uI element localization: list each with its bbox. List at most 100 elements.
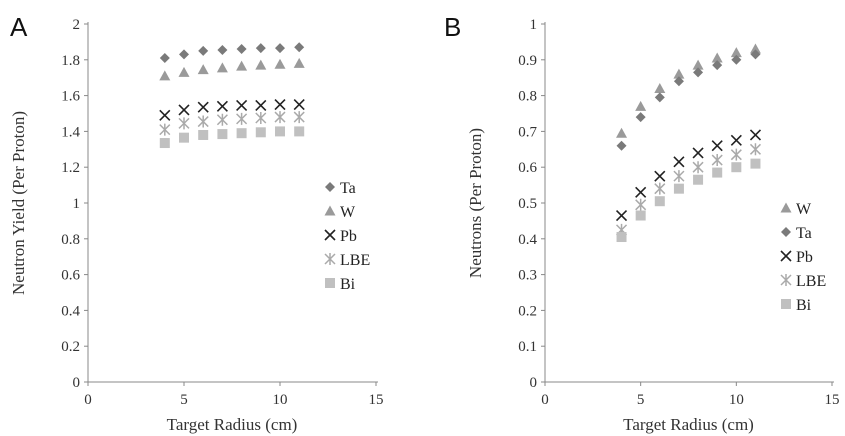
y-tick-label: 0.8 [61, 232, 80, 248]
data-point-bi [159, 138, 170, 149]
data-point-ta [255, 43, 266, 54]
legend-marker-bi [325, 278, 335, 288]
data-point-w [616, 127, 628, 138]
series-bi [616, 158, 761, 243]
data-point-pb [711, 140, 723, 152]
data-point-lbe [255, 111, 267, 124]
chart-panel-B: B00.10.20.30.40.50.60.70.80.910 5 10 15Targ… [444, 12, 840, 434]
y-tick-label: 0.8 [518, 89, 537, 105]
data-point-pb [730, 134, 742, 146]
data-point-lbe [730, 148, 742, 161]
data-point-ta [750, 49, 761, 60]
data-point-bi [712, 167, 723, 178]
panel-label: A [10, 12, 28, 42]
data-point-lbe [749, 143, 761, 156]
series-bi [159, 126, 305, 149]
data-point-lbe [216, 113, 228, 126]
legend-marker-pb [324, 229, 336, 241]
data-point-ta [236, 44, 247, 55]
data-point-w [673, 68, 685, 79]
data-point-w [635, 100, 647, 111]
series-w [159, 57, 305, 81]
data-point-bi [255, 127, 266, 138]
x-tick-label: 0 [541, 392, 549, 408]
data-point-bi [616, 232, 627, 243]
legend-label: W [340, 204, 356, 221]
y-tick-label: 0.6 [518, 160, 537, 176]
data-point-bi [294, 126, 305, 137]
data-point-ta [275, 43, 285, 54]
x-tick-label: 5 [637, 392, 645, 408]
legend-label: Pb [796, 249, 813, 266]
data-point-pb [635, 186, 647, 198]
series-ta [159, 42, 305, 64]
y-axis-title: Neutrons (Per Proton) [466, 128, 485, 278]
data-point-lbe [178, 117, 190, 130]
legend-marker-ta [325, 182, 335, 192]
legend-label: Pb [340, 228, 357, 245]
series-lbe [159, 111, 305, 136]
data-point-lbe [159, 123, 171, 136]
legend-marker-w [780, 202, 792, 213]
data-point-w [178, 66, 190, 77]
y-tick-label: 1.6 [61, 89, 80, 105]
x-tick-label: 10 [729, 392, 744, 408]
data-point-ta [294, 42, 305, 53]
data-point-w [197, 64, 209, 75]
legend-label: Bi [796, 297, 812, 314]
data-point-bi [217, 129, 228, 140]
y-tick-label: 1 [73, 196, 81, 212]
y-tick-label: 2 [73, 17, 81, 33]
y-tick-label: 0.2 [61, 339, 80, 355]
data-point-lbe [711, 154, 723, 167]
data-point-ta [179, 49, 189, 60]
legend-marker-bi [781, 299, 791, 309]
series-pb [159, 98, 305, 121]
data-point-lbe [293, 111, 305, 124]
data-point-ta [159, 53, 170, 64]
data-point-lbe [236, 112, 248, 125]
data-point-w [692, 59, 704, 70]
y-tick-label: 0.4 [518, 232, 537, 248]
y-tick-label: 0.6 [61, 268, 80, 284]
data-point-pb [274, 98, 286, 111]
data-point-pb [615, 209, 628, 222]
y-tick-label: 1.8 [61, 53, 80, 69]
x-axis-title: Target Radius (cm) [167, 415, 298, 434]
data-point-lbe [274, 111, 286, 124]
x-tick-label: 15 [369, 392, 384, 408]
data-point-lbe [692, 161, 704, 174]
legend-marker-w [324, 205, 336, 216]
data-point-ta [693, 67, 704, 78]
data-point-bi [198, 129, 209, 140]
x-axis-title: Target Radius (cm) [623, 415, 754, 434]
y-tick-label: 0.9 [518, 53, 537, 69]
data-point-pb [654, 170, 666, 182]
x-tick-label: 10 [273, 392, 288, 408]
x-tick-label: 15 [825, 392, 840, 408]
data-point-w [216, 62, 228, 73]
data-point-lbe [654, 182, 666, 195]
y-tick-label: 0.2 [518, 303, 537, 319]
data-point-pb [692, 147, 704, 159]
data-point-bi [236, 128, 247, 139]
data-point-w [711, 52, 723, 63]
legend-label: Ta [796, 225, 812, 242]
legend-marker-lbe [780, 274, 792, 286]
data-point-lbe [197, 115, 209, 128]
data-point-pb [197, 101, 209, 113]
data-point-bi [731, 162, 742, 173]
legend-marker-lbe [324, 253, 336, 265]
data-point-pb [749, 129, 762, 141]
data-point-bi [654, 196, 665, 207]
series-pb [615, 129, 762, 222]
data-point-pb [673, 156, 685, 168]
legend-label: Bi [340, 276, 356, 293]
legend-label: W [796, 201, 812, 218]
y-tick-label: 0.1 [518, 339, 537, 355]
data-point-w [730, 47, 742, 58]
legend-marker-pb [780, 250, 792, 262]
data-point-pb [159, 109, 171, 121]
data-point-pb [216, 100, 228, 112]
